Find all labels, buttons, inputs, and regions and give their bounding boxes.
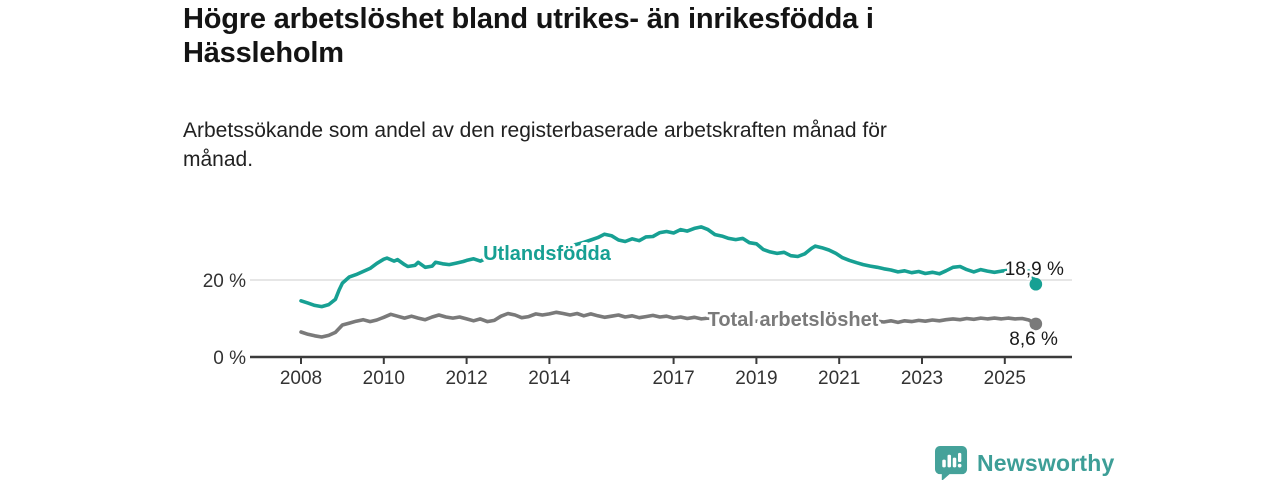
newsworthy-wordmark: Newsworthy [977,450,1115,476]
series-end-value-label: 8,6 % [1009,329,1058,350]
bar-1 [942,459,946,468]
series-end-dot [1029,317,1043,331]
newsworthy-speech-bubble-bar-chart-icon [935,446,968,480]
newsworthy-logo: Newsworthy [935,446,1114,480]
y-tick-label: 0 % [213,348,246,369]
subtitle-line-2: månad. [183,148,254,172]
subtitle-line-1: Arbetssökande som andel av den registerb… [183,119,887,142]
x-tick-label: 2017 [652,368,694,389]
x-tick-label: 2008 [280,368,322,389]
x-tick-label: 2023 [901,368,943,389]
series-line-utlandsfodda [299,225,1038,309]
series-label: Total arbetslöshet [708,309,879,331]
y-tick-label: 20 % [203,271,246,292]
bar-2 [947,454,952,468]
x-tick-label: 2012 [445,368,487,389]
chart-subtitle: Arbetssökande som andel av den registerb… [183,116,1063,175]
speech-bubble-shape [935,446,968,480]
series-end-dot [1029,277,1043,291]
title-line-1: Högre arbetslöshet bland utrikes- än inr… [183,3,874,35]
x-tick-label: 2010 [363,368,405,389]
exclamation-dot [957,463,962,468]
exclamation-stem [958,452,962,463]
x-tick-label: 2019 [735,368,777,389]
title-line-2: Hässleholm [183,37,344,70]
x-tick-label: 2025 [984,368,1026,389]
series-label: Utlandsfödda [483,243,612,265]
x-tick-label: 2014 [528,368,571,389]
x-tick-label: 2021 [818,368,860,389]
bar-3 [952,457,957,468]
page-title: Högre arbetslöshet bland utrikes- än inr… [183,2,1043,70]
series-end-value-label: 18,9 % [1005,259,1064,280]
series-line-total [299,310,1038,339]
